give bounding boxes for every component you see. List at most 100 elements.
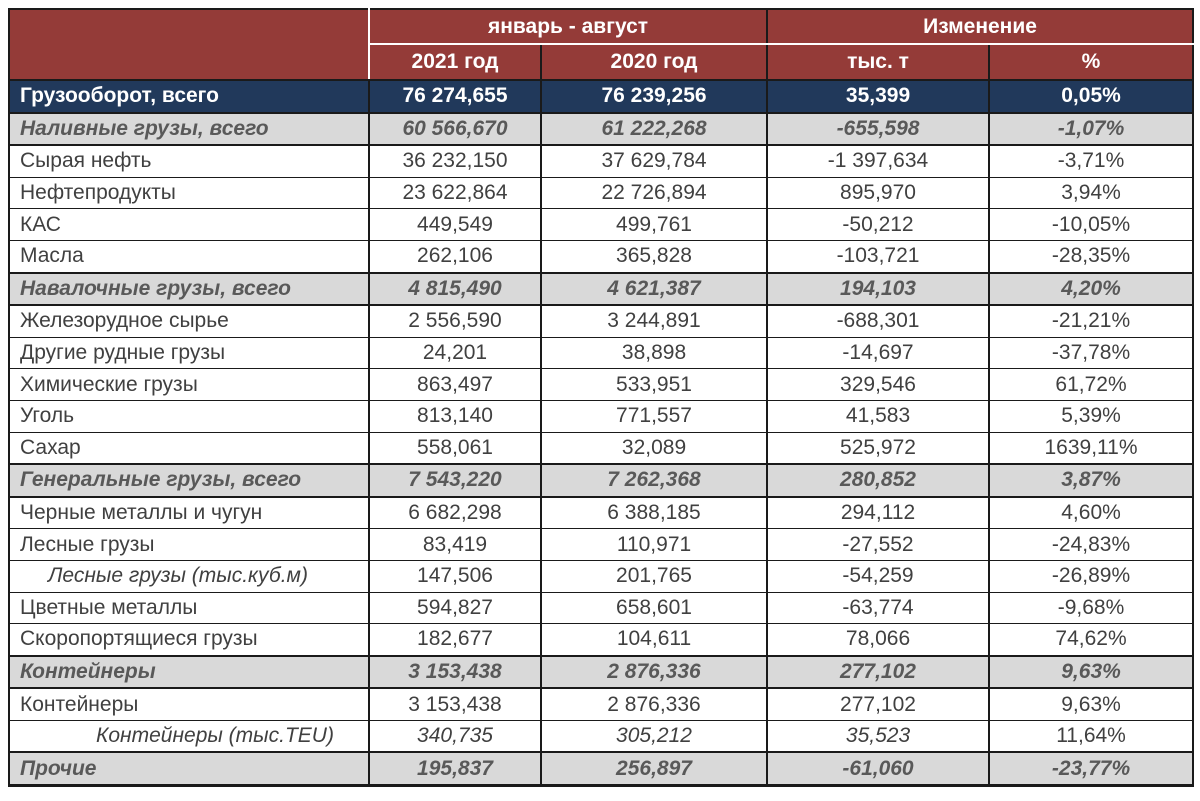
value-cell: -63,774	[766, 591, 991, 625]
value-cell: -21,21%	[988, 304, 1195, 338]
value-cell: 895,970	[766, 176, 991, 210]
value-cell: 74,62%	[988, 623, 1195, 657]
row-label-cell: Контейнеры	[8, 654, 370, 690]
row-label-cell: Уголь	[8, 399, 370, 433]
value-cell: 36 232,150	[368, 144, 542, 178]
col-header-percent: %	[988, 43, 1195, 81]
value-cell: 83,419	[368, 528, 542, 561]
row-label-cell: Контейнеры (тыс.TEU)	[8, 719, 370, 753]
row-label-cell: Масла	[8, 239, 370, 274]
table-row: Нефтепродукты 23 622,864 22 726,894 895,970…	[8, 176, 1195, 210]
value-cell: -1 397,634	[766, 144, 991, 178]
value-cell: 4,60%	[988, 496, 1195, 530]
value-cell: 533,951	[539, 368, 769, 401]
table-row: Лесные грузы 83,419 110,971 -27,552 -24,83%	[8, 528, 1195, 561]
value-cell: 182,677	[368, 623, 542, 657]
value-cell: 863,497	[368, 368, 542, 401]
row-label-cell: Другие рудные грузы	[8, 336, 370, 370]
value-cell: 277,102	[766, 687, 991, 721]
value-cell: 110,971	[539, 528, 769, 561]
table-row: Генеральные грузы, всего 7 543,220 7 262,3…	[8, 463, 1195, 498]
col-group-change: Изменение	[766, 8, 1195, 45]
value-cell: 11,64%	[988, 719, 1195, 753]
value-cell: 4,20%	[988, 271, 1195, 307]
value-cell: 4 621,387	[539, 271, 769, 307]
value-cell: 3 153,438	[368, 654, 542, 690]
value-cell: -37,78%	[988, 336, 1195, 370]
value-cell: 256,897	[539, 751, 769, 787]
value-cell: -54,259	[766, 559, 991, 593]
table-row: Наливные грузы, всего 60 566,670 61 222,26…	[8, 111, 1195, 147]
value-cell: 76 239,256	[539, 79, 769, 114]
table-row: Цветные металлы 594,827 658,601 -63,774 -9,6…	[8, 591, 1195, 625]
value-cell: -26,89%	[988, 559, 1195, 593]
value-cell: -9,68%	[988, 591, 1195, 625]
value-cell: 305,212	[539, 719, 769, 753]
value-cell: 262,106	[368, 239, 542, 274]
value-cell: 9,63%	[988, 654, 1195, 690]
table-row: Контейнеры 3 153,438 2 876,336 277,102 9,63%	[8, 687, 1195, 721]
value-cell: 449,549	[368, 208, 542, 241]
value-cell: 329,546	[766, 368, 991, 401]
value-cell: 294,112	[766, 496, 991, 530]
row-label-cell: Скоропортящиеся грузы	[8, 623, 370, 657]
value-cell: 3 244,891	[539, 304, 769, 338]
value-cell: 2 876,336	[539, 654, 769, 690]
value-cell: 61,72%	[988, 368, 1195, 401]
value-cell: 201,765	[539, 559, 769, 593]
value-cell: 9,63%	[988, 687, 1195, 721]
value-cell: 6 682,298	[368, 496, 542, 530]
value-cell: 594,827	[368, 591, 542, 625]
value-cell: -655,598	[766, 111, 991, 147]
row-label-cell: Навалочные грузы, всего	[8, 271, 370, 307]
col-header-2020: 2020 год	[539, 43, 769, 81]
table-row: Контейнеры (тыс.TEU) 340,735 305,212 35,523…	[8, 719, 1195, 753]
table-row: КАС 449,549 499,761 -50,212 -10,05%	[8, 208, 1195, 241]
value-cell: 3,94%	[988, 176, 1195, 210]
value-cell: -1,07%	[988, 111, 1195, 147]
table-row: Масла 262,106 365,828 -103,721 -28,35%	[8, 239, 1195, 274]
value-cell: -27,552	[766, 528, 991, 561]
value-cell: 6 388,185	[539, 496, 769, 530]
row-label-cell: Железорудное сырье	[8, 304, 370, 338]
value-cell: 24,201	[368, 336, 542, 370]
value-cell: 771,557	[539, 399, 769, 433]
table-row: Скоропортящиеся грузы 182,677 104,611 78,06…	[8, 623, 1195, 657]
header-group-row: январь - август Изменение	[8, 8, 1195, 81]
value-cell: -24,83%	[988, 528, 1195, 561]
row-label-cell: Грузооборот, всего	[8, 79, 370, 114]
value-cell: 194,103	[766, 271, 991, 307]
value-cell: 38,898	[539, 336, 769, 370]
table-row: Лесные грузы (тыс.куб.м) 147,506 201,765 -5…	[8, 559, 1195, 593]
value-cell: 5,39%	[988, 399, 1195, 433]
value-cell: 35,399	[766, 79, 991, 114]
value-cell: 277,102	[766, 654, 991, 690]
cargo-turnover-table: январь - август Изменение 2021 год 2020 …	[8, 8, 1195, 788]
value-cell: 813,140	[368, 399, 542, 433]
value-cell: 147,506	[368, 559, 542, 593]
table-row: Прочие 195,837 256,897 -61,060 -23,77%	[8, 751, 1195, 787]
row-label-cell: Контейнеры	[8, 687, 370, 721]
row-label-cell: КАС	[8, 208, 370, 241]
row-label-cell: Нефтепродукты	[8, 176, 370, 210]
value-cell: 2 556,590	[368, 304, 542, 338]
row-label-cell: Прочие	[8, 751, 370, 787]
table-row: Сахар 558,061 32,089 525,972 1639,11%	[8, 431, 1195, 465]
value-cell: 525,972	[766, 431, 991, 465]
value-cell: 23 622,864	[368, 176, 542, 210]
table-row: Другие рудные грузы 24,201 38,898 -14,697 -3…	[8, 336, 1195, 370]
value-cell: -61,060	[766, 751, 991, 787]
value-cell: -3,71%	[988, 144, 1195, 178]
value-cell: -28,35%	[988, 239, 1195, 274]
value-cell: 195,837	[368, 751, 542, 787]
value-cell: 0,05%	[988, 79, 1195, 114]
col-header-2021: 2021 год	[368, 43, 542, 81]
value-cell: 4 815,490	[368, 271, 542, 307]
value-cell: 340,735	[368, 719, 542, 753]
value-cell: -688,301	[766, 304, 991, 338]
value-cell: 365,828	[539, 239, 769, 274]
value-cell: 499,761	[539, 208, 769, 241]
corner-cell	[8, 8, 370, 81]
row-label-cell: Сырая нефть	[8, 144, 370, 178]
table-row: Грузооборот, всего 76 274,655 76 239,256 35…	[8, 79, 1195, 114]
